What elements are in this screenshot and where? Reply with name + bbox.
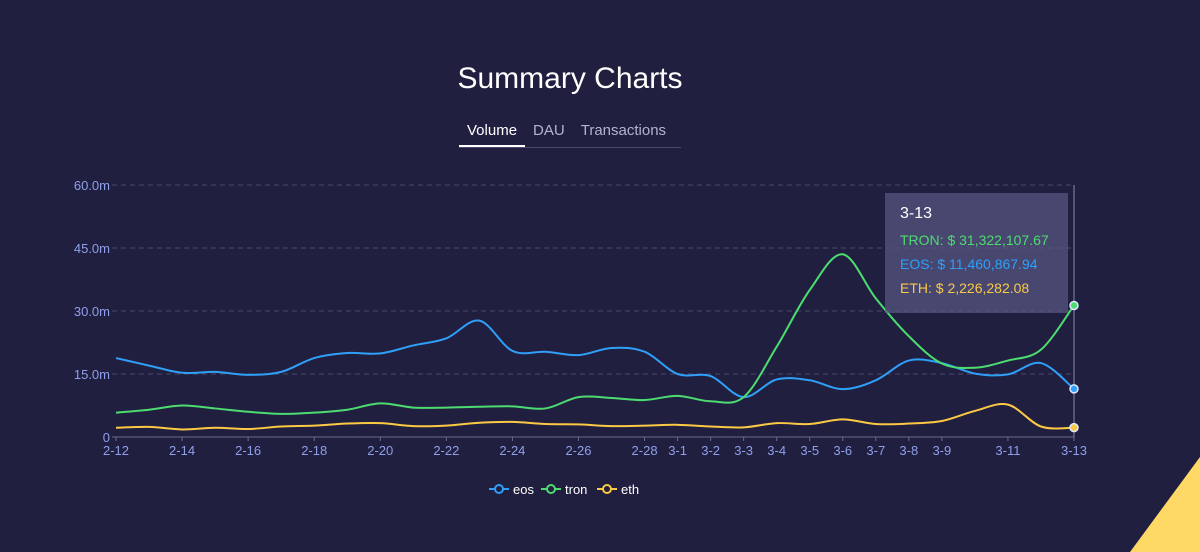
corner-accent-decoration bbox=[1130, 457, 1200, 552]
y-tick-label: 30.0m bbox=[74, 304, 110, 319]
legend-label-eth: eth bbox=[621, 482, 639, 497]
legend-marker-eth bbox=[602, 484, 612, 494]
x-tick-label: 2-18 bbox=[301, 443, 327, 458]
page-title: Summary Charts bbox=[457, 62, 683, 95]
x-tick-label: 2-14 bbox=[169, 443, 195, 458]
x-tick-label: 2-24 bbox=[499, 443, 525, 458]
x-tick-label: 3-13 bbox=[1061, 443, 1087, 458]
legend-label-eos: eos bbox=[513, 482, 534, 497]
tooltip-eth-value: ETH: $ 2,226,282.08 bbox=[900, 280, 1030, 296]
x-tick-label: 2-20 bbox=[367, 443, 393, 458]
x-tick-label: 2-12 bbox=[103, 443, 129, 458]
tooltip-date: 3-13 bbox=[900, 205, 933, 222]
series-line-eos bbox=[115, 319, 1075, 399]
tab-volume[interactable]: Volume bbox=[459, 118, 526, 147]
series-point-tron bbox=[1069, 300, 1079, 311]
x-tick-label: 3-11 bbox=[995, 443, 1020, 458]
legend-marker-eos bbox=[494, 484, 504, 494]
series-line-eth bbox=[115, 403, 1075, 431]
series-point-eos bbox=[1069, 384, 1079, 394]
tab-transactions[interactable]: Transactions bbox=[580, 122, 667, 139]
series-point-eth bbox=[1069, 422, 1079, 433]
chart-tooltip: 3-13 TRON: $ 31,322,107.67 EOS: $ 11,460… bbox=[885, 193, 1068, 313]
x-tick-label: 3-5 bbox=[800, 443, 819, 458]
x-tick-label: 2-22 bbox=[433, 443, 459, 458]
y-tick-label: 60.0m bbox=[74, 178, 110, 193]
x-tick-label: 3-2 bbox=[701, 443, 720, 458]
x-tick-label: 2-28 bbox=[632, 443, 658, 458]
x-tick-label: 3-1 bbox=[668, 443, 687, 458]
x-tick-label: 2-26 bbox=[565, 443, 591, 458]
legend-marker-tron bbox=[546, 484, 556, 494]
x-tick-label: 3-4 bbox=[767, 443, 786, 458]
x-tick-label: 3-7 bbox=[866, 443, 885, 458]
legend-label-tron: tron bbox=[565, 482, 587, 497]
y-tick-label: 15.0m bbox=[74, 367, 110, 382]
y-tick-label: 45.0m bbox=[74, 241, 110, 256]
x-tick-label: 3-8 bbox=[899, 443, 918, 458]
y-tick-label: 0 bbox=[103, 430, 110, 445]
x-tick-label: 3-9 bbox=[932, 443, 951, 458]
tooltip-tron-value: TRON: $ 31,322,107.67 bbox=[900, 232, 1049, 248]
x-tick-label: 2-16 bbox=[235, 443, 261, 458]
tooltip-eos-value: EOS: $ 11,460,867.94 bbox=[900, 256, 1038, 272]
x-tick-label: 3-6 bbox=[833, 443, 852, 458]
tab-dau[interactable]: DAU bbox=[533, 122, 565, 139]
x-tick-label: 3-3 bbox=[734, 443, 753, 458]
chart-tabs: Volume DAU Transactions bbox=[459, 118, 681, 148]
series-line-tron bbox=[115, 253, 1075, 415]
